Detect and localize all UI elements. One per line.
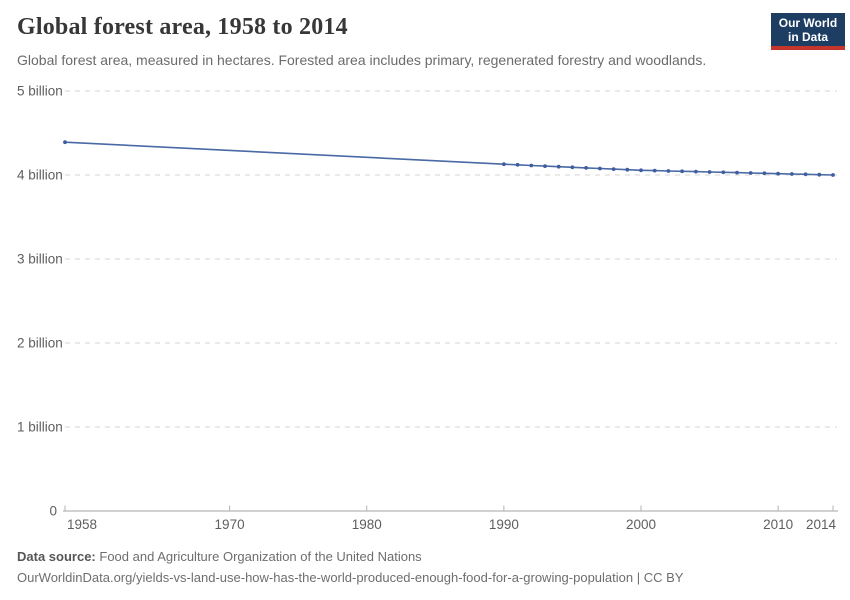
x-tick-label: 2010 [763,517,793,532]
y-tick-label: 5 billion [17,84,63,99]
data-point[interactable] [666,169,671,173]
data-source-label: Data source: [17,549,96,564]
y-tick-label: 3 billion [17,252,63,267]
data-point[interactable] [543,164,547,169]
data-point[interactable] [584,166,588,170]
data-point[interactable] [639,168,643,173]
data-point[interactable] [762,171,767,176]
data-point[interactable] [707,170,712,174]
y-tick-label: 1 billion [17,420,63,435]
data-point[interactable] [776,171,780,176]
data-point[interactable] [790,172,794,176]
x-tick-label: 1990 [489,517,519,532]
owid-logo-text: Our World in Data [771,13,845,46]
chart-title: Global forest area, 1958 to 2014 [17,14,348,40]
y-tick-label: 0 [49,504,57,519]
x-tick-label: 2000 [626,517,656,532]
x-tick-label: 1958 [67,517,97,532]
owid-logo[interactable]: Our World in Data [771,13,845,50]
data-point[interactable] [515,162,520,167]
data-point[interactable] [611,167,616,172]
data-point[interactable] [721,170,726,175]
y-tick-label: 4 billion [17,168,63,183]
data-point[interactable] [529,163,534,168]
data-point[interactable] [694,169,698,174]
data-point[interactable] [748,171,753,175]
data-source-text: Food and Agriculture Organization of the… [99,549,422,564]
y-tick-label: 2 billion [17,336,63,351]
owid-logo-line2: in Data [787,30,828,44]
x-tick-label: 2014 [806,517,837,532]
data-source-line: Data source: Food and Agriculture Organi… [17,549,422,564]
data-point[interactable] [598,166,602,171]
chart-subtitle: Global forest area, measured in hectares… [17,52,707,68]
owid-logo-line1: Our World [778,16,838,30]
data-point[interactable] [63,140,67,145]
data-point[interactable] [625,167,630,172]
data-point[interactable] [570,165,575,170]
data-point[interactable] [680,169,684,174]
owid-logo-accent-bar [771,46,845,50]
data-point[interactable] [817,172,822,177]
chart-url-link[interactable]: OurWorldinData.org/yields-vs-land-use-ho… [17,570,684,585]
data-point[interactable] [502,162,506,167]
data-point[interactable] [735,170,739,175]
data-point[interactable] [556,164,561,169]
data-point[interactable] [652,168,657,173]
x-tick-label: 1980 [352,517,382,532]
data-point[interactable] [831,173,835,177]
data-point[interactable] [803,172,808,177]
x-tick-label: 1970 [215,517,245,532]
data-line[interactable] [64,141,834,176]
